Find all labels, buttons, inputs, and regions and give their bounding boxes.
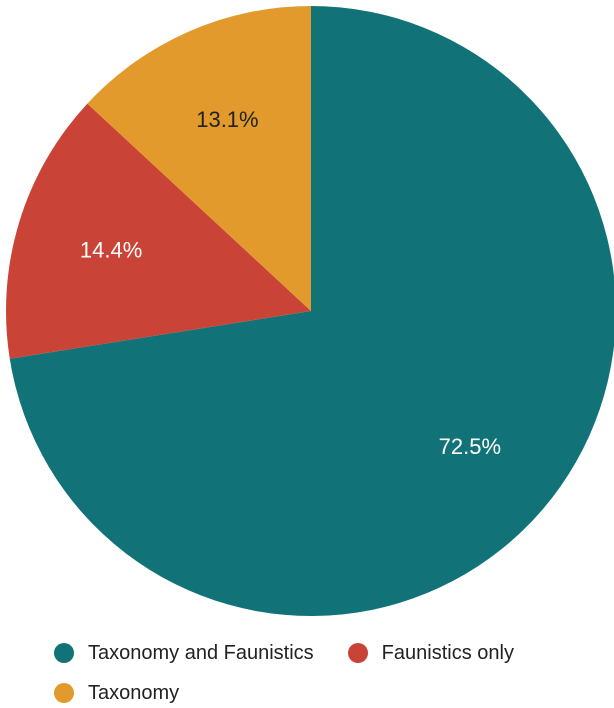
slice-label-taxonomy-and-faunistics: 72.5% — [439, 434, 501, 459]
slice-label-taxonomy: 13.1% — [196, 107, 258, 132]
pie-slices — [6, 6, 614, 616]
chart-legend: Taxonomy and Faunistics Faunistics only … — [54, 640, 594, 706]
legend-item-taxonomy-and-faunistics[interactable]: Taxonomy and Faunistics — [54, 640, 314, 666]
legend-item-taxonomy[interactable]: Taxonomy — [54, 680, 179, 706]
legend-swatch-taxonomy-and-faunistics — [54, 643, 74, 663]
legend-label-faunistics-only: Faunistics only — [381, 641, 514, 664]
pie-slice-taxonomy[interactable] — [87, 6, 311, 311]
legend-swatch-taxonomy — [54, 683, 74, 703]
slice-label-faunistics-only: 14.4% — [80, 238, 142, 263]
pie-slice-faunistics-only[interactable] — [6, 103, 311, 359]
pie-slice-taxonomy-and-faunistics[interactable] — [9, 6, 614, 616]
pie-slice-labels: 72.5% 14.4% 13.1% — [80, 107, 501, 459]
legend-item-faunistics-only[interactable]: Faunistics only — [347, 640, 514, 666]
legend-label-taxonomy-and-faunistics: Taxonomy and Faunistics — [88, 641, 314, 664]
legend-swatch-faunistics-only — [347, 643, 368, 663]
legend-label-taxonomy: Taxonomy — [88, 681, 180, 704]
